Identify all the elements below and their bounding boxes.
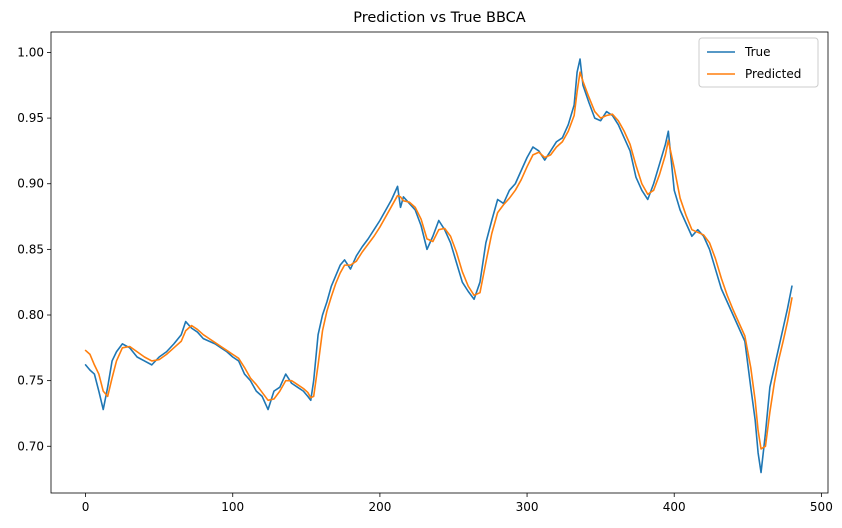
x-tick-label: 200 — [368, 500, 391, 514]
x-tick-label: 500 — [810, 500, 833, 514]
y-tick-label: 0.75 — [17, 374, 44, 388]
y-tick-label: 0.70 — [17, 439, 44, 453]
series-layer — [84, 58, 793, 474]
y-tick-label: 0.80 — [17, 308, 44, 322]
series-line-predicted — [84, 71, 793, 450]
y-tick-label: 0.90 — [17, 177, 44, 191]
y-axis: 0.70 0.75 0.80 0.85 0.90 0.95 1.00 — [17, 45, 51, 453]
chart-title: Prediction vs True BBCA — [353, 10, 526, 26]
x-tick-label: 400 — [663, 500, 686, 514]
y-tick-label: 1.00 — [17, 45, 44, 59]
x-axis: 0 100 200 300 400 500 — [82, 493, 833, 514]
legend: True Predicted — [698, 37, 819, 88]
y-tick-label: 0.85 — [17, 242, 44, 256]
x-tick-label: 100 — [221, 500, 244, 514]
axes-frame — [50, 31, 829, 494]
x-tick-label: 300 — [516, 500, 539, 514]
legend-label-true: True — [744, 45, 771, 59]
series-line-true — [84, 58, 793, 474]
legend-label-predicted: Predicted — [745, 67, 801, 81]
y-tick-label: 0.95 — [17, 111, 44, 125]
x-tick-label: 0 — [82, 500, 90, 514]
